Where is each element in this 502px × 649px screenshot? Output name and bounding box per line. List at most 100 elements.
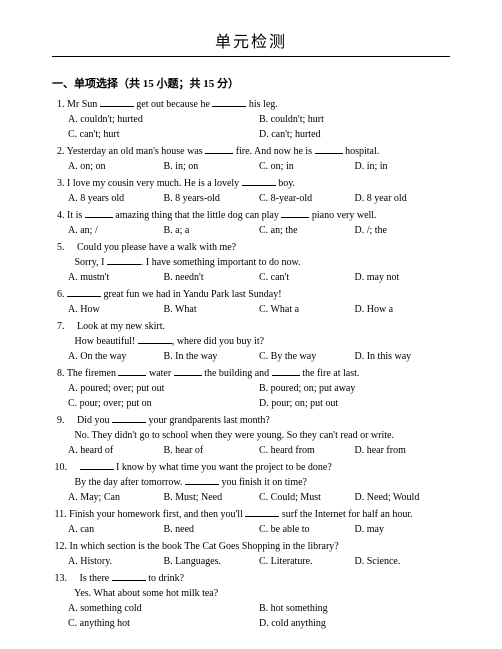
q13-line-1a: 13. Is there (52, 573, 112, 584)
blank (138, 335, 172, 344)
q13-opt-d: D. cold anything (259, 616, 450, 631)
q1-text-1: 1. Mr Sun (52, 99, 100, 110)
blank (315, 145, 343, 154)
q8-opt-a: A. poured; over; put out (68, 381, 259, 396)
q13-line-2: Yes. What about some hot milk tea? (52, 586, 450, 601)
q12-opt-c: C. Literature. (259, 554, 355, 569)
blank (118, 367, 146, 376)
q3-opt-b: B. 8 years-old (164, 191, 260, 206)
q6-opt-d: D. How a (355, 302, 451, 317)
question-7: 7. Look at my new skirt. How beautiful! … (52, 319, 450, 364)
question-9: 9. Did you your grandparents last month?… (52, 413, 450, 458)
q7-opt-a: A. On the way (68, 349, 164, 364)
q9-opt-d: D. hear from (355, 443, 451, 458)
q8-text-3: the building and (202, 368, 272, 379)
q8-text-2: water (146, 368, 173, 379)
blank (205, 145, 233, 154)
blank (67, 288, 101, 297)
blank (112, 572, 146, 581)
blank (107, 256, 141, 265)
q7-line-2a: How beautiful! (52, 336, 138, 347)
q5-opt-b: B. needn't (164, 270, 260, 285)
q7-opt-b: B. In the way (164, 349, 260, 364)
page-title: 单元检测 (52, 28, 450, 52)
q7-line-2b: , where did you buy it? (172, 336, 264, 347)
q6-text-2: great fun we had in Yandu Park last Sund… (101, 289, 282, 300)
q11-opt-c: C. be able to (259, 522, 355, 537)
q4-opt-c: C. an; the (259, 223, 355, 238)
blank (281, 209, 309, 218)
blank (112, 414, 146, 423)
q9-opt-c: C. heard from (259, 443, 355, 458)
q10-line-2a: By the day after tomorrow. (52, 477, 185, 488)
blank (80, 461, 114, 470)
q5-line-2a: Sorry, I (52, 257, 107, 268)
q2-text-2: fire. And now he is (233, 146, 314, 157)
q11-text-2: surf the Internet for half an hour. (279, 509, 412, 520)
q5-opt-d: D. may not (355, 270, 451, 285)
blank (242, 177, 276, 186)
q8-opt-c: C. pour; over; put on (68, 396, 259, 411)
question-1: 1. Mr Sun get out because he his leg. A.… (52, 97, 450, 142)
q4-opt-d: D. /; the (355, 223, 451, 238)
q12-text: 12. In which section is the book The Cat… (52, 539, 450, 554)
q13-opt-a: A. something cold (68, 601, 259, 616)
blank (185, 476, 219, 485)
q5-opt-c: C. can't (259, 270, 355, 285)
q6-opt-c: C. What a (259, 302, 355, 317)
q4-text-2: amazing thing that the little dog can pl… (113, 210, 282, 221)
blank (174, 367, 202, 376)
q9-line-1b: your grandparents last month? (146, 415, 270, 426)
q9-line-1a: 9. Did you (52, 415, 112, 426)
q12-opt-a: A. History. (68, 554, 164, 569)
q1-text-3: his leg. (246, 99, 277, 110)
blank (85, 209, 113, 218)
q3-opt-d: D. 8 year old (355, 191, 451, 206)
q2-opt-d: D. in; in (355, 159, 451, 174)
q10-opt-c: C. Could; Must (259, 490, 355, 505)
q2-text-3: hospital. (343, 146, 380, 157)
q10-opt-a: A. May; Can (68, 490, 164, 505)
question-13: 13. Is there to drink? Yes. What about s… (52, 571, 450, 631)
q9-opt-b: B. hear of (164, 443, 260, 458)
q5-line-1: 5. Could you please have a walk with me? (52, 240, 450, 255)
question-10: 10. I know by what time you want the pro… (52, 460, 450, 505)
q12-opt-d: D. Science. (355, 554, 451, 569)
blank (245, 508, 279, 517)
q11-text-1: 11. Finish your homework first, and then… (52, 509, 245, 520)
question-3: 3. I love my cousin very much. He is a l… (52, 176, 450, 206)
q7-line-1: 7. Look at my new skirt. (52, 319, 450, 334)
blank (272, 367, 300, 376)
q1-opt-c: C. can't; hurt (68, 127, 259, 142)
question-12: 12. In which section is the book The Cat… (52, 539, 450, 569)
q7-opt-d: D. In this way (355, 349, 451, 364)
question-11: 11. Finish your homework first, and then… (52, 507, 450, 537)
q1-opt-b: B. couldn't; hurt (259, 112, 450, 127)
q11-opt-d: D. may (355, 522, 451, 537)
q7-opt-c: C. By the way (259, 349, 355, 364)
q6-opt-a: A. How (68, 302, 164, 317)
q2-text-1: 2. Yesterday an old man's house was (52, 146, 205, 157)
question-8: 8. The firemen water the building and th… (52, 366, 450, 411)
q6-opt-b: B. What (164, 302, 260, 317)
q5-line-2b: . I have something important to do now. (141, 257, 301, 268)
question-4: 4. It is amazing thing that the little d… (52, 208, 450, 238)
q3-text-1: 3. I love my cousin very much. He is a l… (52, 178, 242, 189)
q9-line-2: No. They didn't go to school when they w… (52, 428, 450, 443)
q1-opt-a: A. couldn't; hurted (68, 112, 259, 127)
q6-text-1: 6. (52, 289, 67, 300)
q8-text-1: 8. The firemen (52, 368, 118, 379)
q3-opt-a: A. 8 years old (68, 191, 164, 206)
q10-opt-d: D. Need; Would (355, 490, 451, 505)
q1-opt-d: D. can't; hurted (259, 127, 450, 142)
title-rule (52, 56, 450, 57)
q3-opt-c: C. 8-year-old (259, 191, 355, 206)
q2-opt-b: B. in; on (164, 159, 260, 174)
q13-opt-c: C. anything hot (68, 616, 259, 631)
q3-text-2: boy. (276, 178, 295, 189)
q8-text-4: the fire at last. (300, 368, 360, 379)
question-6: 6. great fun we had in Yandu Park last S… (52, 287, 450, 317)
q11-opt-a: A. can (68, 522, 164, 537)
q13-opt-b: B. hot something (259, 601, 450, 616)
q10-line-1b: I know by what time you want the project… (114, 462, 332, 473)
